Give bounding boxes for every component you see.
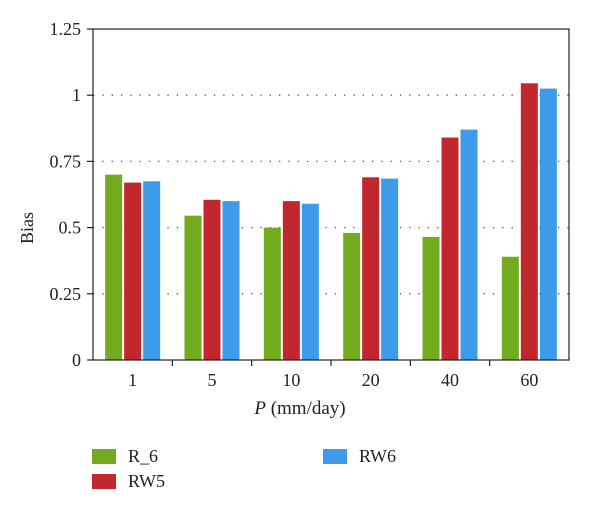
bar-r6-1 <box>105 174 123 360</box>
bar-rw6-60 <box>539 88 557 360</box>
x-axis-variable: P <box>254 398 266 419</box>
legend-swatch-r6 <box>92 449 116 464</box>
legend-label-r6: R_6 <box>128 446 159 466</box>
y-axis-label: Bias <box>17 212 37 244</box>
bar-r6-20 <box>343 232 361 360</box>
x-tick-label: 1 <box>128 370 137 390</box>
bar-rw6-20 <box>381 178 399 360</box>
bar-rw6-1 <box>143 181 161 360</box>
y-axis-ticks: 0 0.25 0.5 0.75 1 1.25 <box>50 19 93 370</box>
legend-swatch-rw6 <box>323 449 347 464</box>
y-tick-label: 1 <box>72 85 81 105</box>
legend-label-rw5: RW5 <box>128 471 166 491</box>
x-axis-unit: (mm/day) <box>265 398 346 419</box>
y-tick-label: 0.5 <box>59 218 82 238</box>
bars <box>105 83 557 360</box>
legend-item-rw5: RW5 <box>92 471 165 492</box>
x-tick-label: 20 <box>362 370 380 390</box>
x-tick-label: 40 <box>441 370 459 390</box>
bar-rw5-60 <box>520 83 538 360</box>
bar-rw5-20 <box>362 177 380 360</box>
bar-rw5-1 <box>124 182 142 360</box>
bar-r6-60 <box>501 256 519 360</box>
bar-rw5-40 <box>441 137 459 360</box>
x-tick-label: 10 <box>282 370 300 390</box>
y-tick-label: 0 <box>72 350 81 370</box>
bar-r6-40 <box>422 236 440 360</box>
legend-label-rw6: RW6 <box>359 446 397 466</box>
x-axis-ticks: 1 5 10 20 40 60 <box>128 360 538 390</box>
x-axis-label: P (mm/day) <box>0 398 600 420</box>
bar-rw6-40 <box>460 129 478 360</box>
legend-item-rw6: RW6 <box>323 446 396 467</box>
bar-rw5-10 <box>282 201 300 360</box>
legend-swatch-rw5 <box>92 474 116 489</box>
y-tick-label: 1.25 <box>50 19 82 39</box>
bar-r6-5 <box>184 215 202 360</box>
y-tick-label: 0.75 <box>50 151 82 171</box>
bar-rw6-5 <box>222 201 240 360</box>
legend-item-r6: R_6 <box>92 446 158 467</box>
bar-r6-10 <box>263 227 281 360</box>
plot-frame <box>92 28 570 361</box>
x-tick-label: 60 <box>520 370 538 390</box>
gridlines <box>93 94 569 295</box>
bar-rw6-10 <box>301 203 319 360</box>
bar-rw5-5 <box>203 199 221 360</box>
x-tick-label: 5 <box>208 370 217 390</box>
y-tick-label: 0.25 <box>50 284 82 304</box>
